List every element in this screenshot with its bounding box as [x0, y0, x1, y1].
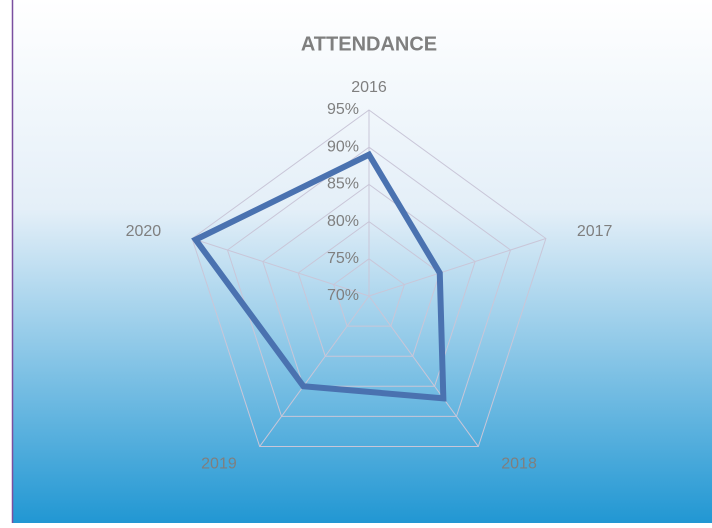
- r-tick-label: 80%: [327, 213, 359, 230]
- spoke: [368, 238, 547, 297]
- category-label: 2020: [126, 223, 162, 240]
- spoke: [191, 238, 370, 297]
- grid-ring: [333, 258, 405, 327]
- category-label: 2016: [351, 79, 387, 96]
- r-tick-label: 70%: [327, 287, 359, 304]
- category-label: 2018: [501, 455, 537, 472]
- chart-title: ATTENDANCE: [301, 33, 437, 55]
- category-label: 2019: [201, 455, 237, 472]
- grid-ring: [262, 183, 476, 387]
- grid-ring: [191, 109, 547, 447]
- series-line: [191, 150, 447, 402]
- spoke: [368, 295, 479, 447]
- background: [12, 0, 712, 523]
- grid-ring: [226, 146, 512, 417]
- grid-ring: [297, 220, 441, 357]
- r-tick-label: 90%: [327, 138, 359, 155]
- spoke: [259, 295, 370, 447]
- category-label: 2017: [577, 223, 613, 240]
- r-tick-label: 95%: [327, 101, 359, 118]
- r-tick-label: 75%: [327, 250, 359, 267]
- r-tick-label: 85%: [327, 176, 359, 193]
